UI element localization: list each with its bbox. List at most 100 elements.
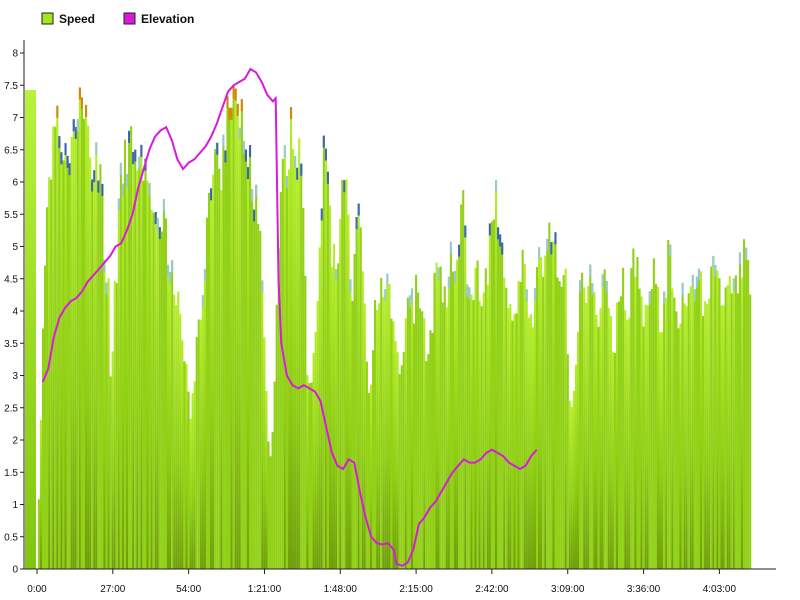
speed-bar [404, 318, 407, 569]
speed-bar [517, 280, 520, 569]
speed-bar [451, 271, 455, 569]
speed-bar [642, 326, 645, 569]
speed-bar [251, 189, 254, 569]
speed-bar-cap [68, 163, 71, 176]
speed-bar-cap [601, 274, 604, 287]
x-tick-label: 0:00 [27, 584, 47, 595]
speed-bar [415, 274, 418, 569]
speed-bar [398, 374, 401, 569]
speed-bar [267, 441, 270, 569]
speed-bar [460, 204, 463, 570]
speed-bar [747, 259, 750, 569]
legend-item-speed[interactable]: Speed [41, 12, 95, 26]
speed-bar [54, 126, 57, 569]
speed-bar [732, 278, 735, 569]
speed-bar [72, 119, 75, 569]
speed-bar-cap [695, 276, 698, 289]
speed-bar-cap [669, 244, 672, 257]
speed-bar-cap [283, 145, 286, 158]
speed-bar [74, 126, 77, 570]
speed-bar [691, 274, 694, 569]
speed-bar [601, 274, 604, 569]
speed-bar-cap [138, 156, 141, 169]
speed-bar [117, 198, 120, 570]
speed-bar-cap [224, 150, 227, 163]
speed-bar [52, 126, 55, 569]
speed-bar [566, 354, 569, 569]
x-axis: 0:00 27:00 54:00 1:21:00 1:48:00 2:15:00 2:42:… [24, 568, 776, 595]
speed-bar [240, 99, 243, 570]
speed-bar [324, 148, 327, 570]
speed-bar [535, 267, 539, 569]
speed-bar-cap [255, 184, 258, 197]
speed-bar-cap [289, 107, 293, 120]
speed-bar [513, 314, 516, 569]
speed-bars [37, 86, 752, 570]
speed-bar-cap [251, 189, 254, 202]
speed-bar [589, 264, 592, 569]
speed-bar [574, 364, 578, 569]
speed-bar-cap [93, 170, 96, 183]
speed-bar [66, 155, 69, 569]
speed-bar [720, 305, 723, 569]
speed-bar [583, 287, 586, 569]
speed-bar [499, 234, 502, 569]
speed-bar [687, 293, 690, 569]
speed-bar-cap [230, 107, 233, 120]
speed-bar-cap [732, 278, 735, 291]
speed-bar [675, 311, 678, 569]
speed-bar-cap [162, 199, 165, 212]
speed-bar-cap [169, 271, 172, 284]
speed-bar-cap [546, 238, 549, 251]
speed-bar [548, 222, 551, 570]
speed-bar [554, 232, 557, 570]
y-tick-label: 8 [12, 49, 18, 60]
speed-bar-cap [745, 247, 748, 260]
speed-bar [527, 317, 530, 569]
speed-bar [70, 136, 73, 570]
speed-bar [523, 264, 526, 569]
speed-bar [562, 275, 565, 569]
speed-bar [130, 126, 133, 570]
speed-bar [84, 104, 88, 569]
speed-bar [749, 294, 752, 569]
x-tick-label: 3:09:00 [551, 584, 585, 595]
speed-bar [529, 314, 532, 569]
speed-bar [197, 319, 200, 569]
speed-bar [109, 376, 112, 569]
speed-bar [558, 281, 561, 569]
legend-item-elevation[interactable]: Elevation [123, 12, 194, 26]
speed-bar-cap [579, 280, 582, 293]
speed-bar [419, 308, 422, 569]
legend-label-speed: Speed [59, 12, 95, 26]
speed-bar [257, 223, 260, 569]
speed-bar [581, 272, 584, 569]
speed-bar [570, 406, 573, 569]
speed-bar [683, 303, 686, 569]
x-tick-label: 1:48:00 [324, 584, 358, 595]
speed-bar-cap [105, 282, 108, 295]
y-tick-label: 1.5 [4, 468, 18, 479]
speed-bar [542, 276, 545, 569]
speed-bar [158, 227, 161, 569]
speed-bar [142, 180, 145, 569]
speed-bar [654, 283, 657, 569]
speed-bar [685, 306, 688, 569]
speed-bar-cap [222, 134, 225, 147]
speed-bar [60, 152, 63, 569]
speed-bar [328, 205, 332, 569]
speed-bar [123, 139, 127, 569]
speed-bar [101, 183, 104, 570]
speed-bar-cap [60, 152, 63, 165]
speed-bar-cap [232, 86, 235, 99]
speed-bar [620, 296, 623, 569]
speed-bar [492, 219, 496, 570]
y-tick-label: 4.5 [4, 274, 18, 285]
speed-bar-cap [343, 180, 346, 193]
speed-bar [738, 252, 742, 569]
speed-bar [710, 266, 713, 569]
speed-bar [533, 288, 537, 569]
speed-bar [572, 390, 575, 569]
speed-bar [699, 271, 703, 569]
speed-bar [521, 249, 524, 569]
